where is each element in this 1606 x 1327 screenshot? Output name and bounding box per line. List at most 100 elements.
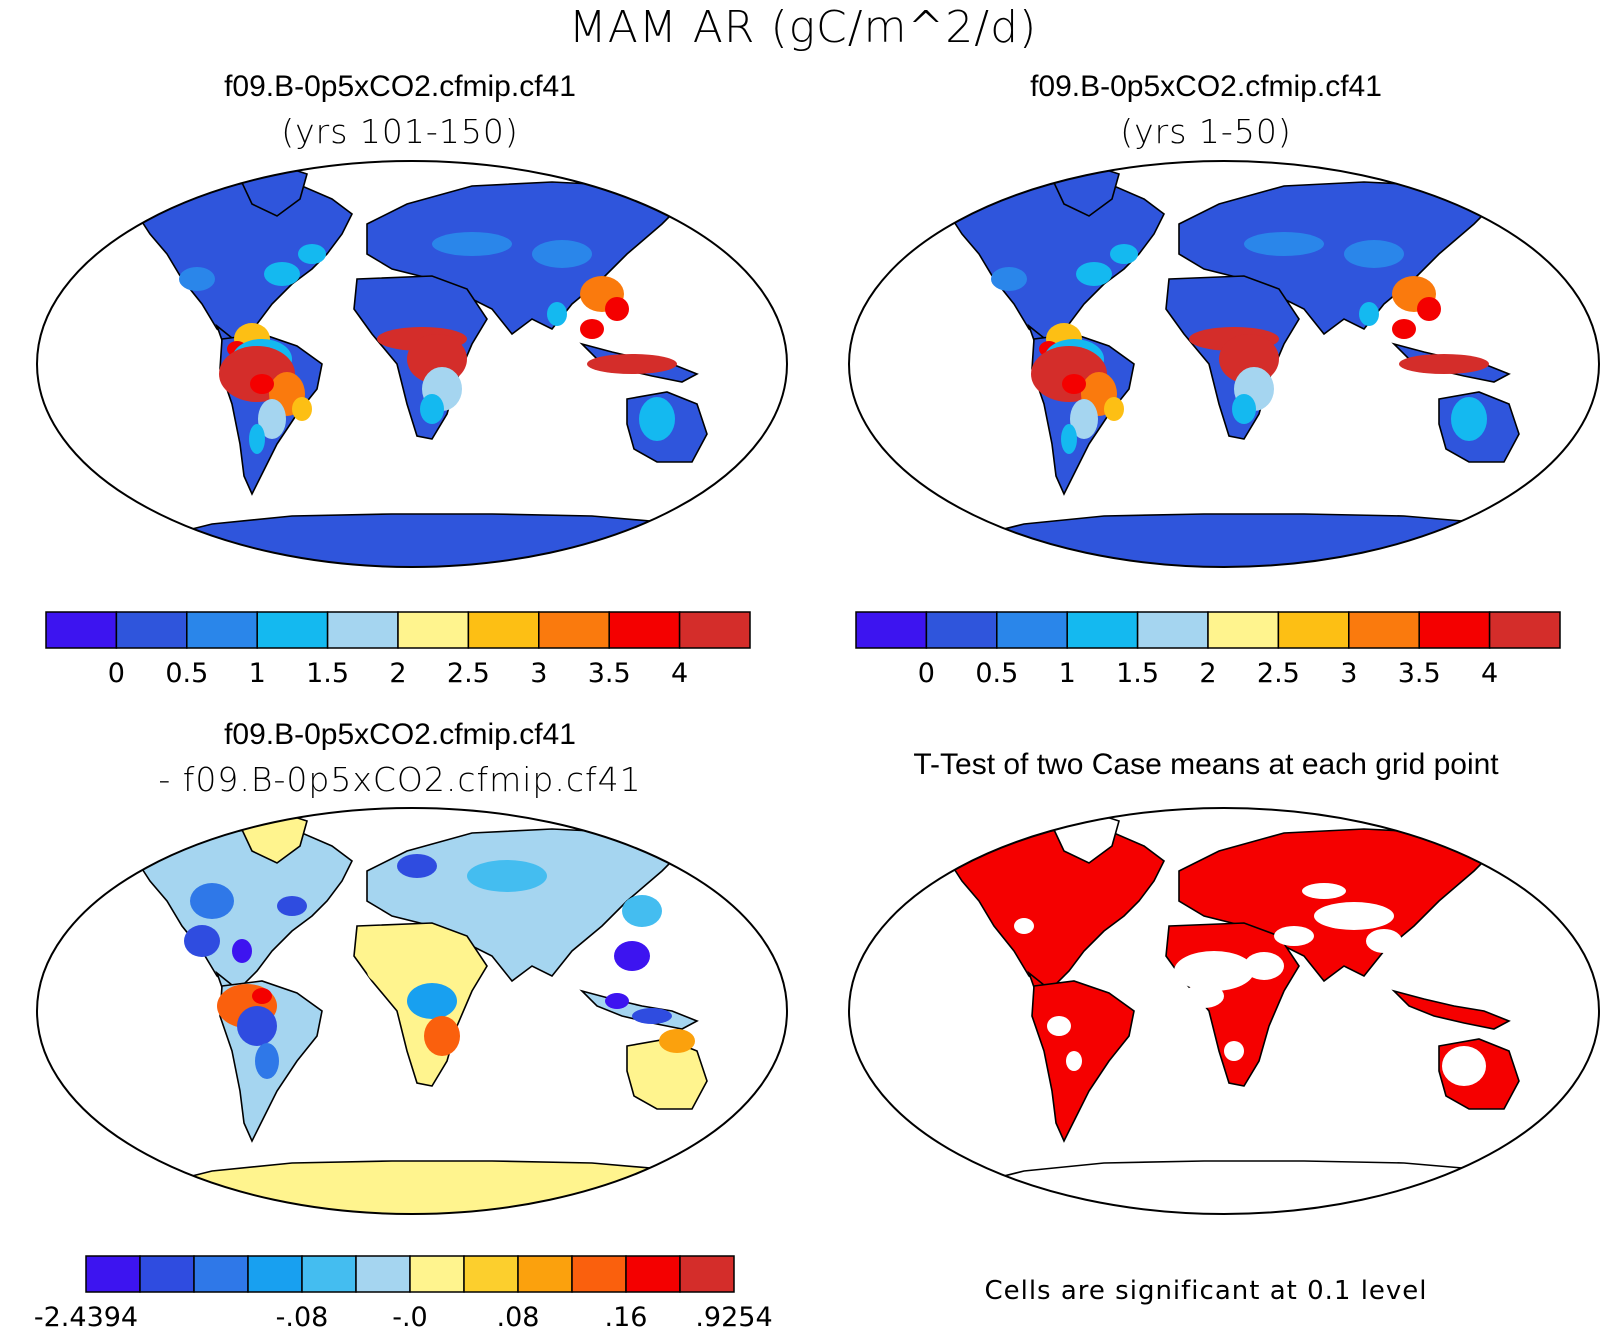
field-patch — [547, 302, 567, 326]
field-patch — [580, 319, 604, 339]
field-patch — [1359, 302, 1379, 326]
field-patch — [614, 941, 650, 971]
field-patch — [1174, 951, 1254, 991]
field-patch — [292, 397, 312, 421]
colorbar-top-left: 0 0.5 1 1.5 2 2.5 3 3.5 4 — [45, 611, 751, 689]
colorbar-swatch — [85, 1255, 141, 1293]
field-patch — [1224, 1041, 1244, 1061]
field-patch — [298, 244, 326, 264]
field-patch — [432, 954, 472, 978]
field-patch — [190, 883, 234, 919]
field-patch — [1366, 929, 1402, 953]
panel-title-bottom-right: T-Test of two Case means at each grid po… — [913, 748, 1499, 781]
field-patch — [232, 939, 252, 963]
colorbar-swatch — [1277, 611, 1350, 649]
field-patch — [1066, 1051, 1082, 1071]
panel-title-top-right: f09.B-0p5xCO2.cfmip.cf41 — [1030, 70, 1382, 103]
field-patch — [179, 267, 215, 291]
colorbar-swatch — [397, 611, 470, 649]
field-patch — [605, 993, 629, 1009]
colorbar-swatch — [186, 611, 258, 649]
field-patch — [1344, 240, 1404, 268]
colorbar-swatch — [467, 611, 540, 649]
colorbar-label: 3.5 — [1398, 658, 1441, 689]
field-patch — [1399, 354, 1489, 374]
field-patch — [1104, 397, 1124, 421]
field-patch — [1047, 1016, 1071, 1036]
map-panel-top-left — [36, 160, 788, 568]
colorbar-swatch — [301, 1255, 357, 1293]
field-patch — [407, 983, 457, 1019]
landmass-antarctica — [151, 1160, 693, 1214]
map-border — [848, 160, 1600, 568]
field-patch — [1062, 374, 1086, 394]
colorbar-swatch — [679, 1255, 735, 1293]
colorbar-swatch — [608, 611, 681, 649]
field-patch — [1274, 926, 1314, 946]
landmass-antarctica — [963, 1160, 1505, 1214]
field-patch — [1244, 952, 1284, 980]
colorbar-label: 0 — [108, 658, 125, 689]
field-patch — [1302, 883, 1346, 899]
colorbar-swatch — [538, 611, 610, 649]
field-patch — [1014, 918, 1034, 934]
field-patch — [184, 925, 220, 957]
colorbar-swatch — [139, 1255, 195, 1293]
field-patch — [1442, 1046, 1486, 1086]
field-patch — [641, 1066, 673, 1096]
colorbar-label: 1 — [1059, 658, 1076, 689]
colorbar-swatch — [409, 1255, 465, 1293]
field-patch — [250, 374, 274, 394]
field-patch — [622, 895, 662, 927]
panel-subtitle-bottom-left: - f09.B-0p5xCO2.cfmip.cf41 — [158, 760, 642, 799]
field-patch — [632, 1008, 672, 1024]
panel-subtitle-top-left: (yrs 101-150) — [281, 112, 519, 151]
colorbar-swatch — [1136, 611, 1209, 649]
colorbar-label: 2 — [389, 658, 406, 689]
colorbar-swatch — [996, 611, 1068, 649]
colorbar-label: 1.5 — [1116, 658, 1159, 689]
figure-title: MAM AR (gC/m^2/d) — [568, 2, 1038, 53]
colorbar-swatch — [247, 1255, 303, 1293]
field-patch — [397, 854, 437, 878]
panel-title-top-left: f09.B-0p5xCO2.cfmip.cf41 — [224, 70, 576, 103]
colorbar-label: 0.5 — [165, 658, 208, 689]
field-patch — [1392, 319, 1416, 339]
field-patch — [587, 354, 677, 374]
field-patch — [1076, 262, 1112, 286]
field-patch — [659, 1029, 695, 1053]
colorbar-swatch — [256, 611, 329, 649]
field-patch — [432, 232, 512, 256]
colorbar-label: 3 — [1340, 658, 1357, 689]
colorbar-label: 3 — [530, 658, 547, 689]
field-patch — [1232, 394, 1256, 424]
field-patch — [277, 896, 307, 916]
landmass-maritime-se-asia — [1391, 989, 1511, 1030]
colorbar-label: 1.5 — [306, 658, 349, 689]
significance-note: Cells are significant at 0.1 level — [984, 1276, 1428, 1306]
colorbar-label: 0 — [918, 658, 935, 689]
colorbar-swatch — [855, 611, 928, 649]
field-patch — [1110, 244, 1138, 264]
field-patch — [1314, 902, 1394, 930]
map-border — [36, 807, 788, 1215]
colorbar-swatch — [571, 1255, 627, 1293]
colorbar-label: -.08 — [276, 1302, 329, 1327]
field-patch — [424, 1016, 460, 1056]
colorbar-swatch — [326, 611, 399, 649]
landmass-antarctica — [151, 513, 693, 567]
colorbar-swatch — [115, 611, 188, 649]
colorbar-swatch — [193, 1255, 249, 1293]
colorbar-label: .9254 — [695, 1302, 772, 1327]
colorbar-swatch — [463, 1255, 519, 1293]
colorbar-label: .08 — [497, 1302, 540, 1327]
colorbar-label: 1 — [249, 658, 266, 689]
colorbar-label: 4 — [1481, 658, 1498, 689]
colorbar-top-right: 0 0.5 1 1.5 2 2.5 3 3.5 4 — [855, 611, 1561, 689]
colorbar-swatch — [517, 1255, 573, 1293]
colorbar-swatch — [625, 1255, 681, 1293]
colorbar-swatch — [1207, 611, 1280, 649]
colorbar-label: 2.5 — [447, 658, 490, 689]
field-patch — [249, 424, 265, 454]
